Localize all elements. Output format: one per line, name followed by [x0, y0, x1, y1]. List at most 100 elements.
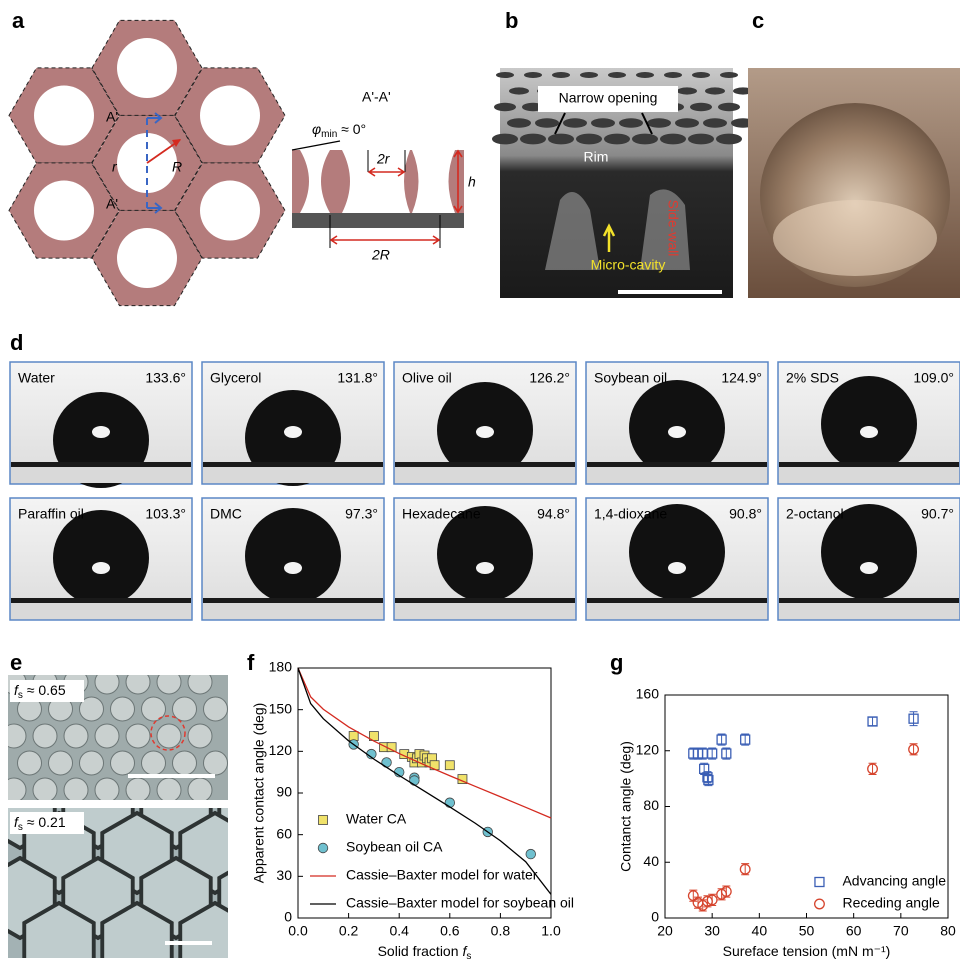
- highlight: [284, 426, 302, 438]
- hole: [677, 87, 697, 94]
- droplet: [53, 510, 149, 606]
- droplet-gallery: Water133.6°Glycerol131.8°Olive oil126.2°…: [10, 362, 960, 620]
- angle-label: 97.3°: [345, 506, 378, 522]
- pore: [204, 751, 228, 775]
- panel-letter: b: [505, 8, 518, 33]
- background: [11, 602, 191, 619]
- substrate: [292, 213, 464, 228]
- hole: [675, 118, 699, 128]
- liquid-label: 2% SDS: [786, 370, 839, 386]
- highlight: [860, 562, 878, 574]
- y-tick-label: 0: [284, 909, 292, 925]
- background: [395, 602, 575, 619]
- hole: [492, 134, 518, 145]
- value: ≈ 0.65: [23, 682, 66, 698]
- hole: [580, 72, 598, 78]
- liquid-label: Glycerol: [210, 370, 261, 386]
- hexagon-array: [9, 20, 285, 305]
- dimension-label: h: [468, 174, 476, 190]
- sem-label: Micro-cavity: [591, 257, 666, 273]
- charts: 0.00.20.40.60.81.00306090120150180Appare…: [251, 659, 956, 962]
- hole: [660, 134, 686, 145]
- label-text: Solid fraction: [378, 943, 459, 959]
- legend-label: Advancing angle: [842, 873, 946, 889]
- marker: [815, 878, 824, 887]
- y-tick-label: 120: [269, 742, 293, 758]
- droplet: [245, 508, 341, 604]
- substrate: [779, 462, 959, 467]
- x-tick-label: 20: [657, 923, 673, 939]
- liquid-label: Hexadecane: [402, 506, 481, 522]
- hole: [692, 72, 710, 78]
- highlight: [476, 562, 494, 574]
- angle-label: 124.9°: [721, 370, 762, 386]
- x-tick-label: 80: [940, 923, 956, 939]
- label-text: Sureface tension (mN m⁻¹): [723, 943, 891, 959]
- y-axis-label: Apparent contact angle (deg): [251, 703, 267, 884]
- pore: [95, 724, 119, 748]
- cut-label: A': [106, 109, 118, 125]
- hole: [576, 134, 602, 145]
- x-tick-label: 60: [846, 923, 862, 939]
- liquid-label: 1,4-dioxane: [594, 506, 667, 522]
- pore: [142, 751, 166, 775]
- sem-label: Rim: [584, 149, 609, 165]
- background: [395, 466, 575, 483]
- hole: [507, 118, 531, 128]
- x-axis-label: Sureface tension (mN m⁻¹): [723, 943, 891, 959]
- legend-label: Water CA: [346, 811, 407, 827]
- hole: [716, 134, 742, 145]
- substrate: [779, 598, 959, 603]
- angle-label: 94.8°: [537, 506, 570, 522]
- y-tick-label: 80: [643, 797, 659, 813]
- x-tick-label: 70: [893, 923, 909, 939]
- liquid-label: Water: [18, 370, 55, 386]
- y-tick-label: 180: [269, 659, 293, 675]
- pore: [126, 724, 150, 748]
- pore: [200, 86, 260, 146]
- pore: [188, 724, 212, 748]
- pore: [2, 724, 26, 748]
- pore: [126, 778, 150, 802]
- legend-label: Cassie–Baxter model for water: [346, 867, 538, 883]
- radius-label: R: [172, 159, 182, 175]
- panel-letter: a: [12, 8, 25, 33]
- x-tick-label: 40: [752, 923, 768, 939]
- pore: [2, 778, 26, 802]
- page: a b c d e f g A' A' r R A'-A' φmin ≈ 0° …: [0, 0, 960, 965]
- highlight: [668, 562, 686, 574]
- legend-label: Cassie–Baxter model for soybean oil: [346, 895, 574, 911]
- highlight: [284, 562, 302, 574]
- cut-label: A': [106, 196, 118, 212]
- marker: [445, 798, 455, 808]
- x-tick-label: 1.0: [541, 923, 561, 939]
- x-tick-label: 0.4: [389, 923, 409, 939]
- cavity: [342, 150, 410, 213]
- y-tick-label: 150: [269, 700, 293, 716]
- panel-letter: e: [10, 650, 22, 675]
- value: ≈ 0.21: [23, 814, 66, 830]
- y-tick-label: 120: [636, 741, 660, 757]
- figure: a b c d e f g A' A' r R A'-A' φmin ≈ 0° …: [0, 0, 960, 965]
- hole: [494, 103, 516, 111]
- highlight: [92, 426, 110, 438]
- substrate: [203, 598, 383, 603]
- hole: [705, 87, 725, 94]
- hole: [520, 134, 546, 145]
- sem-label: Narrow opening: [559, 90, 658, 106]
- hole: [608, 72, 626, 78]
- reflection: [773, 200, 937, 276]
- marker: [318, 843, 328, 853]
- hole: [718, 103, 740, 111]
- marker: [445, 761, 454, 770]
- label-sub: s: [466, 951, 471, 962]
- liquid-label: Paraffin oil: [18, 506, 84, 522]
- hole: [496, 72, 514, 78]
- y-tick-label: 60: [276, 825, 292, 841]
- y-tick-label: 0: [651, 909, 659, 925]
- angle-label: 109.0°: [913, 370, 954, 386]
- x-tick-label: 30: [704, 923, 720, 939]
- y-tick-label: 160: [636, 686, 660, 702]
- model-line: [298, 668, 551, 818]
